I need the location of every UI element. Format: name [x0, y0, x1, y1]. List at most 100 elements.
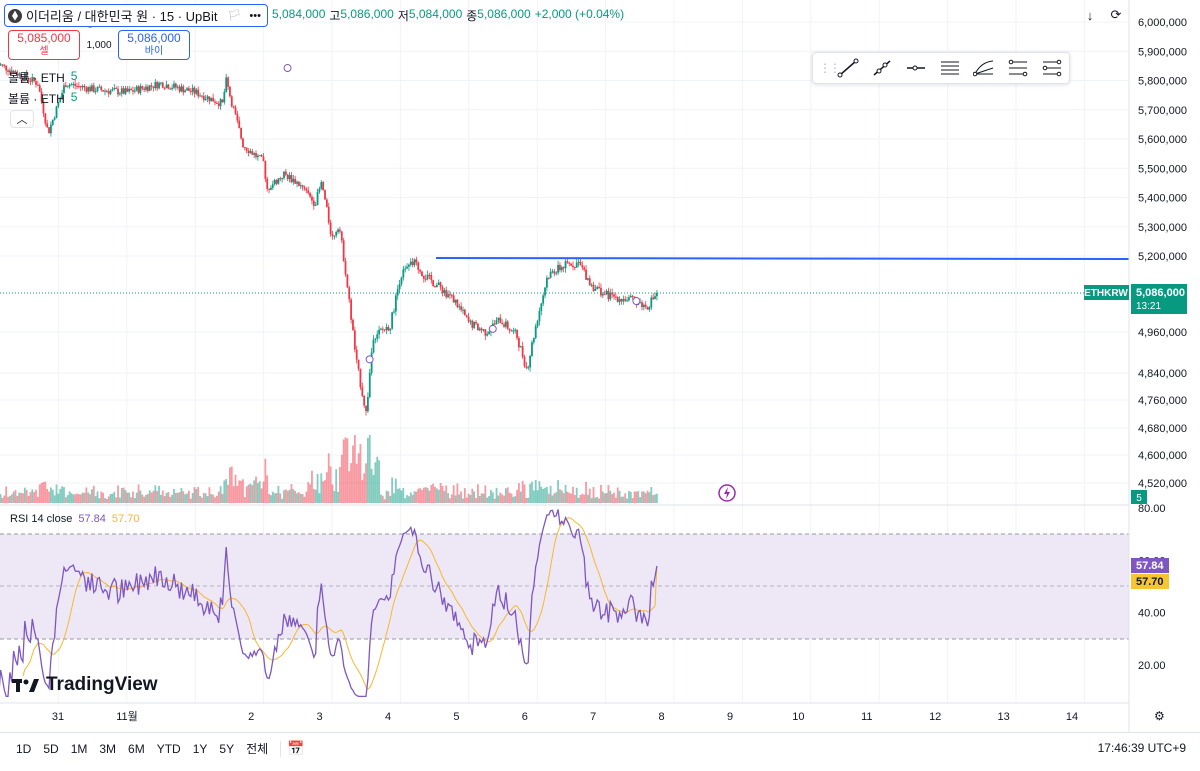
- candle-body: [130, 88, 132, 91]
- volume-bar: [245, 486, 248, 503]
- volume-bar: [286, 490, 289, 503]
- range-button-6M[interactable]: 6M: [128, 741, 145, 756]
- range-button-5Y[interactable]: 5Y: [219, 741, 235, 756]
- horizontal-lines-icon[interactable]: [933, 54, 967, 82]
- volume-bar: [378, 460, 380, 503]
- time-tick-label: 8: [659, 711, 665, 723]
- candle-body: [411, 261, 414, 266]
- horizontal-trendline[interactable]: [435, 257, 1130, 260]
- volume-bar: [199, 495, 201, 503]
- candle-body: [68, 84, 71, 87]
- candle-body: [225, 77, 228, 92]
- volume-bar: [577, 497, 580, 503]
- buy-button[interactable]: 5,086,000 바이: [118, 30, 190, 60]
- download-icon[interactable]: ↓: [1086, 7, 1094, 23]
- volume-bar: [573, 495, 576, 503]
- trend-line-icon[interactable]: [831, 54, 865, 82]
- candle-body: [91, 85, 93, 92]
- volume-bar: [70, 493, 73, 503]
- volume-bar: [624, 493, 627, 503]
- tradingview-logo[interactable]: TradingView: [12, 674, 158, 696]
- candle-body: [575, 262, 578, 268]
- volume-bar: [145, 494, 147, 503]
- volume-bar: [64, 497, 67, 503]
- settings-gear-icon[interactable]: ⚙: [1154, 709, 1165, 723]
- candle-body: [564, 261, 567, 269]
- candle-body: [132, 90, 134, 92]
- volume-bar: [475, 498, 477, 503]
- range-button-5D[interactable]: 5D: [43, 741, 59, 756]
- tradingview-mark-icon: [12, 679, 39, 692]
- candle-body: [247, 150, 250, 153]
- rsi-tick-label: 20.00: [1138, 660, 1166, 672]
- candle-body: [303, 187, 306, 189]
- range-button-1D[interactable]: 1D: [16, 741, 32, 756]
- volume-bar: [208, 487, 211, 503]
- candle-body: [89, 87, 91, 92]
- quantity[interactable]: 1,000: [86, 39, 112, 51]
- volume-bar: [450, 494, 453, 503]
- trade-panel: 5,085,000 셀 1,000 5,086,000 바이: [8, 30, 190, 60]
- ray-icon[interactable]: [865, 54, 899, 82]
- candle-body: [115, 87, 118, 89]
- volume-bar: [477, 484, 479, 503]
- volume-bar: [191, 493, 194, 503]
- drag-handle-icon[interactable]: ⋮⋮: [819, 61, 841, 75]
- refresh-icon[interactable]: ⟳: [1110, 7, 1122, 22]
- candle-body: [283, 171, 285, 179]
- candle-body: [286, 174, 289, 180]
- sell-button[interactable]: 5,085,000 셀: [8, 30, 80, 60]
- candle-body: [245, 147, 248, 151]
- candle-body: [240, 128, 242, 139]
- range-button-3M[interactable]: 3M: [99, 741, 117, 756]
- candle-body: [61, 92, 64, 99]
- volume-bar: [486, 497, 489, 503]
- volume-bar: [553, 493, 556, 503]
- range-button-전체[interactable]: 전체: [246, 742, 269, 756]
- volume-bar: [122, 487, 125, 503]
- volume-bar: [588, 488, 591, 503]
- volume-bar: [117, 485, 119, 503]
- range-button-YTD[interactable]: YTD: [156, 741, 181, 756]
- candle-body: [191, 87, 194, 92]
- volume-bar: [303, 496, 306, 503]
- collapse-legend-button[interactable]: ︿: [10, 110, 34, 128]
- candle-body: [406, 266, 408, 269]
- horizontal-ray-icon[interactable]: [899, 54, 933, 82]
- multi-channel-icon[interactable]: [1035, 54, 1069, 82]
- time-tick-label: 14: [1066, 711, 1078, 723]
- symbol-selector[interactable]: 이더리움 / 대한민국 원 · 15 · UpBit 🏳 •••: [4, 4, 268, 27]
- volume-bar: [510, 493, 513, 503]
- candle-body: [182, 86, 185, 93]
- fib-fan-icon[interactable]: [967, 54, 1001, 82]
- volume-bar: [176, 492, 179, 503]
- candle-body: [14, 71, 17, 74]
- volume-bar: [540, 486, 543, 503]
- indicator-label: 볼륨 · ETH: [8, 92, 65, 106]
- volume-bar: [91, 489, 93, 503]
- volume-bar: [89, 494, 91, 503]
- candle-body: [609, 292, 612, 300]
- candle-body: [527, 367, 530, 369]
- candle-body: [148, 85, 151, 91]
- volume-bar: [171, 494, 174, 503]
- clock[interactable]: 17:46:39 UTC+9: [1097, 741, 1186, 755]
- indicator-legend-2[interactable]: 볼륨 · ETH 5: [8, 90, 77, 107]
- indicator-label: 볼륨 · ETH: [8, 71, 65, 85]
- volume-bar: [146, 494, 149, 503]
- candle-body: [113, 87, 116, 90]
- date-range-icon[interactable]: 📅: [287, 740, 305, 756]
- indicator-legend-1[interactable]: 볼륨 · ETH 5: [8, 69, 77, 86]
- range-button-1Y[interactable]: 1Y: [192, 741, 208, 756]
- symbol-tag-bg: [1084, 285, 1129, 300]
- parallel-channel-icon[interactable]: [1001, 54, 1035, 82]
- more-icon[interactable]: •••: [249, 9, 261, 22]
- flag-icon[interactable]: 🏳: [227, 10, 242, 22]
- volume-bar: [499, 492, 502, 503]
- rsi-legend[interactable]: RSI 14 close 57.84 57.70: [10, 513, 139, 525]
- candle-body: [421, 271, 423, 277]
- candle-body: [435, 284, 438, 287]
- range-button-1M[interactable]: 1M: [70, 741, 88, 756]
- volume-bar: [434, 486, 436, 503]
